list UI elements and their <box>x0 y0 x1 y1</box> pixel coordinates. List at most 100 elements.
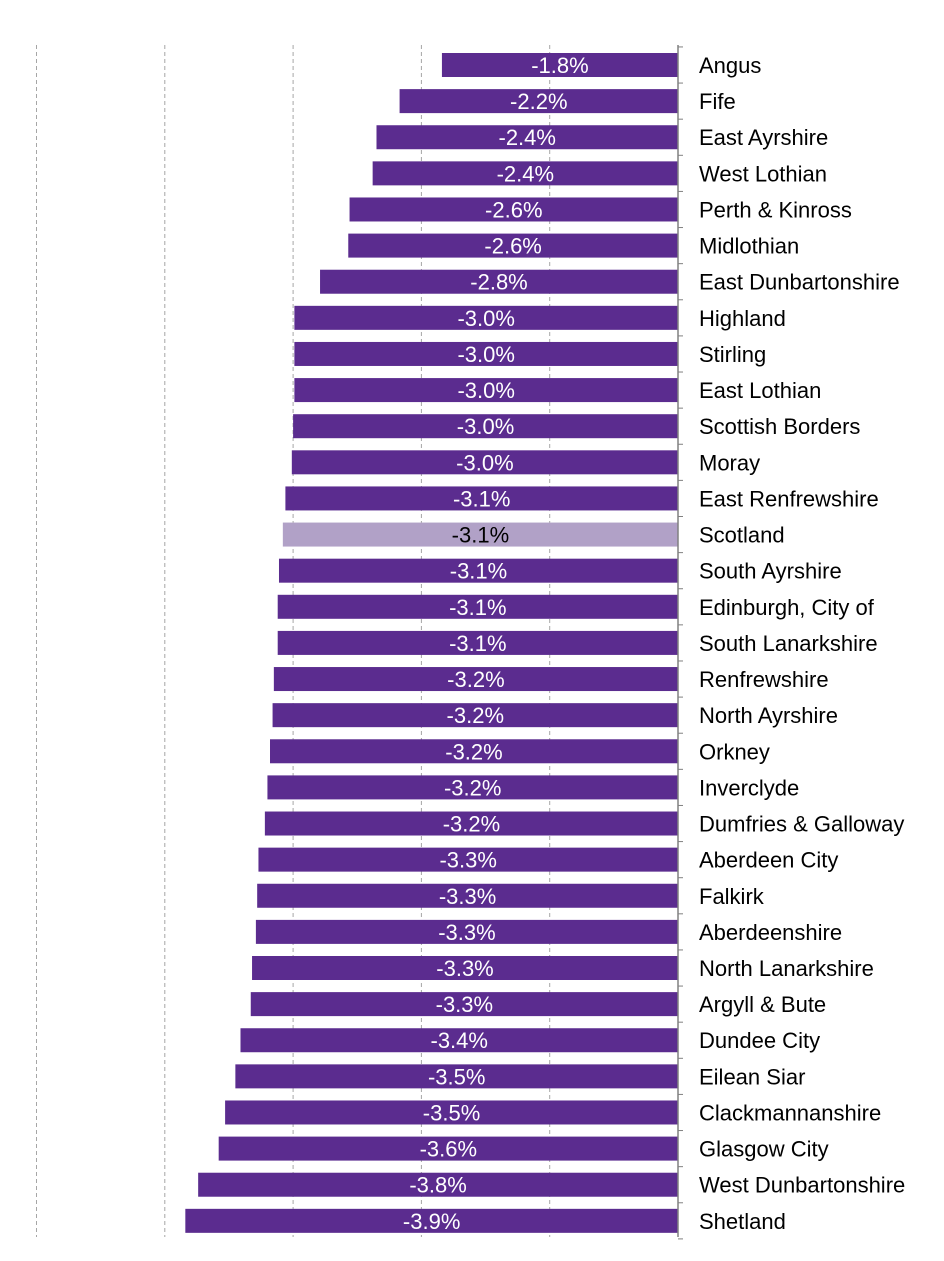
data-label: -3.0% <box>457 414 514 439</box>
data-label: -3.3% <box>439 884 496 909</box>
bar <box>441 53 678 77</box>
data-label: -3.0% <box>457 342 514 367</box>
category-label: Edinburgh, City of <box>699 595 875 620</box>
bar <box>250 992 679 1017</box>
category-label: South Ayrshire <box>699 559 842 584</box>
category-label: Inverclyde <box>699 775 799 800</box>
bar-highlight <box>282 522 678 547</box>
category-label: Moray <box>699 450 760 475</box>
bar <box>272 703 678 728</box>
bar <box>198 1172 678 1197</box>
category-labels: Angus Fife East Ayrshire West Lothian Perth … <box>699 53 905 1234</box>
data-label: -3.1% <box>449 631 506 656</box>
data-label: -3.3% <box>439 848 496 873</box>
data-label: -3.2% <box>447 667 504 692</box>
data-label: -3.1% <box>449 595 506 620</box>
bar <box>277 630 678 655</box>
bar <box>293 414 678 439</box>
data-label: -3.2% <box>444 775 501 800</box>
category-label: Stirling <box>699 342 766 367</box>
bar <box>376 125 678 150</box>
data-label: -3.1% <box>453 486 510 511</box>
category-label: Angus <box>699 53 761 78</box>
data-label: -3.5% <box>428 1064 485 1089</box>
category-label: Orkney <box>699 739 770 764</box>
category-label: Midlothian <box>699 234 799 259</box>
data-label: -3.4% <box>431 1028 488 1053</box>
category-label: Aberdeenshire <box>699 920 842 945</box>
category-label: Dumfries & Galloway <box>699 812 904 837</box>
category-label: Fife <box>699 89 736 114</box>
data-label: -3.0% <box>457 378 514 403</box>
category-label: Highland <box>699 306 786 331</box>
bars: -1.8% -2.2% -2.4% -2.4% -2.6% -2.6% -2.8% -3.0%… <box>185 53 679 1234</box>
bar <box>349 197 678 222</box>
bar <box>278 558 678 583</box>
category-label: East Dunbartonshire <box>699 270 900 295</box>
data-label: -2.2% <box>510 89 567 114</box>
category-label: Shetland <box>699 1209 786 1234</box>
data-label: -2.4% <box>497 161 554 186</box>
data-label: -3.1% <box>450 559 507 584</box>
data-label: -3.1% <box>452 523 509 548</box>
data-label: -3.6% <box>420 1137 477 1162</box>
category-label: East Ayrshire <box>699 125 828 150</box>
category-label: Glasgow City <box>699 1137 829 1162</box>
bar <box>264 811 678 836</box>
data-label: -3.3% <box>438 920 495 945</box>
data-label: -3.0% <box>457 306 514 331</box>
value-axis <box>677 45 683 1240</box>
category-label: Aberdeen City <box>699 848 838 873</box>
category-label: Dundee City <box>699 1028 820 1053</box>
bar <box>267 775 678 800</box>
data-label: -2.6% <box>484 234 541 259</box>
bar <box>348 233 678 258</box>
bar <box>291 450 678 475</box>
data-label: -3.0% <box>456 450 513 475</box>
data-label: -2.8% <box>470 270 527 295</box>
category-label: Perth & Kinross <box>699 197 852 222</box>
data-label: -2.6% <box>485 197 542 222</box>
category-label: Clackmannanshire <box>699 1100 881 1125</box>
bar <box>399 89 678 114</box>
bar <box>235 1064 679 1089</box>
category-label: Scotland <box>699 523 785 548</box>
category-label: East Renfrewshire <box>699 486 879 511</box>
bar <box>273 667 678 692</box>
data-label: -3.2% <box>447 703 504 728</box>
data-label: -3.9% <box>403 1209 460 1234</box>
category-label: Falkirk <box>699 884 765 909</box>
category-label: Eilean Siar <box>699 1064 805 1089</box>
bar <box>294 378 678 403</box>
data-label: -3.5% <box>423 1100 480 1125</box>
data-label: -1.8% <box>531 53 588 78</box>
data-label: -2.4% <box>499 125 556 150</box>
data-label: -3.3% <box>436 956 493 981</box>
category-label: North Lanarkshire <box>699 956 874 981</box>
bar <box>218 1136 678 1161</box>
category-label: Argyll & Bute <box>699 992 826 1017</box>
bar <box>294 341 678 366</box>
data-label: -3.2% <box>443 812 500 837</box>
bar <box>255 919 678 944</box>
bar <box>252 956 678 980</box>
bar <box>240 1028 678 1053</box>
bar <box>372 161 678 186</box>
category-label: East Lothian <box>699 378 821 403</box>
bar <box>258 847 678 872</box>
bar <box>277 594 678 619</box>
category-label: West Dunbartonshire <box>699 1173 905 1198</box>
category-label: West Lothian <box>699 161 827 186</box>
bar <box>257 883 678 908</box>
bar <box>320 269 678 294</box>
bar <box>285 486 678 511</box>
bar <box>294 305 678 330</box>
bar <box>270 739 678 764</box>
bar <box>225 1100 678 1125</box>
category-label: Renfrewshire <box>699 667 829 692</box>
data-label: -3.2% <box>445 739 502 764</box>
data-label: -3.3% <box>436 992 493 1017</box>
category-label: Scottish Borders <box>699 414 860 439</box>
data-label: -3.8% <box>409 1173 466 1198</box>
